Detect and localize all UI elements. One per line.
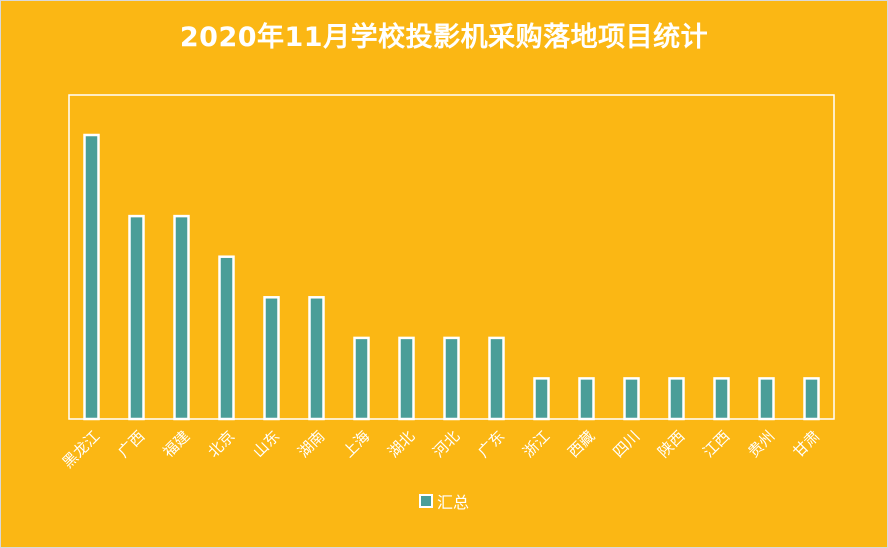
x-tick-label: 湖南 xyxy=(294,427,328,461)
bar-12 xyxy=(578,377,595,421)
bar-4 xyxy=(218,255,235,421)
bar-1 xyxy=(83,133,100,421)
x-tick-label: 浙江 xyxy=(519,427,553,461)
x-tick-label: 广西 xyxy=(114,427,148,461)
bar-6 xyxy=(308,296,325,421)
x-tick-label: 福建 xyxy=(159,427,193,461)
bar-7 xyxy=(353,336,370,421)
bar-16 xyxy=(758,377,775,421)
bar-5 xyxy=(263,296,280,421)
x-tick-label: 黑龙江 xyxy=(59,427,104,472)
bar-2 xyxy=(128,214,145,421)
bar-13 xyxy=(623,377,640,421)
x-tick-label: 甘肃 xyxy=(789,427,823,461)
x-tick-label: 河北 xyxy=(429,427,463,461)
bar-14 xyxy=(668,377,685,421)
x-tick-label: 山东 xyxy=(249,427,283,461)
bar-11 xyxy=(533,377,550,421)
x-tick-label: 上海 xyxy=(339,427,373,461)
bar-15 xyxy=(713,377,730,421)
bar-9 xyxy=(443,336,460,421)
legend: 汇总 xyxy=(1,489,887,513)
x-tick-label: 北京 xyxy=(204,427,238,461)
bar-8 xyxy=(398,336,415,421)
x-tick-label: 西藏 xyxy=(564,427,598,461)
chart-title: 2020年11月学校投影机采购落地项目统计 xyxy=(179,22,709,53)
legend-swatch xyxy=(418,494,433,508)
legend-label: 汇总 xyxy=(436,493,469,512)
bar-17 xyxy=(803,377,820,421)
x-tick-label: 广东 xyxy=(474,427,508,461)
x-tick-label: 四川 xyxy=(609,427,643,461)
x-tick-label: 湖北 xyxy=(384,427,418,461)
x-tick-labels: 黑龙江 广西 福建 北京 山东 湖南 上海 湖北 河北 广东 浙江 西藏 四川 陕西 江西 贵州 甘肃 xyxy=(59,427,824,472)
bars xyxy=(83,133,820,421)
x-tick-label: 陕西 xyxy=(654,427,688,461)
bar-10 xyxy=(488,336,505,421)
x-tick-label: 江西 xyxy=(699,427,733,461)
x-tick-label: 贵州 xyxy=(744,427,778,461)
bar-3 xyxy=(173,214,190,421)
